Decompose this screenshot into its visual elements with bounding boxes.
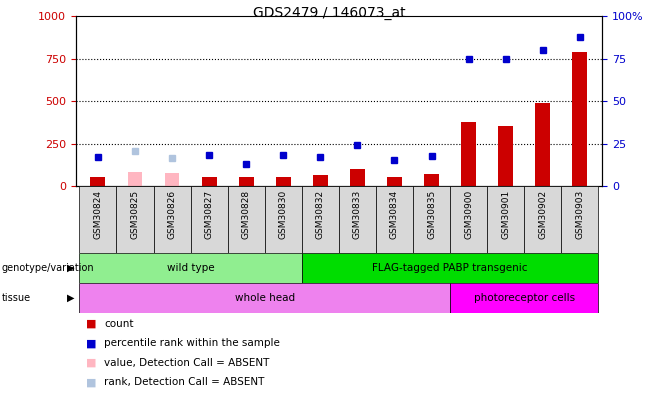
Text: GSM30832: GSM30832 (316, 190, 325, 239)
Bar (536, 103, 550, 186)
Bar (265, 186, 302, 253)
Bar (561, 186, 598, 253)
Bar (239, 177, 253, 186)
Text: GSM30826: GSM30826 (168, 190, 176, 239)
Bar (524, 186, 561, 253)
Bar (572, 52, 587, 186)
Text: GSM30901: GSM30901 (501, 190, 510, 239)
Bar (450, 186, 487, 253)
Bar (424, 173, 439, 186)
Text: whole head: whole head (235, 293, 295, 303)
Bar (313, 175, 328, 186)
Text: wild type: wild type (166, 263, 215, 273)
Text: GSM30828: GSM30828 (241, 190, 251, 239)
Bar (339, 186, 376, 253)
Text: ■: ■ (86, 358, 96, 368)
Text: ■: ■ (86, 339, 96, 348)
Bar (191, 186, 228, 253)
Bar (128, 172, 142, 186)
Text: GSM30833: GSM30833 (353, 190, 362, 239)
Text: GSM30827: GSM30827 (205, 190, 214, 239)
Bar (116, 186, 153, 253)
Text: count: count (104, 319, 134, 329)
Text: FLAG-tagged PABP transgenic: FLAG-tagged PABP transgenic (372, 263, 528, 273)
Bar (91, 177, 105, 186)
Bar (228, 186, 265, 253)
Text: percentile rank within the sample: percentile rank within the sample (104, 339, 280, 348)
Text: GSM30824: GSM30824 (93, 190, 103, 239)
Text: GSM30902: GSM30902 (538, 190, 547, 239)
Text: rank, Detection Call = ABSENT: rank, Detection Call = ABSENT (104, 377, 265, 387)
Bar (450, 283, 598, 313)
Text: genotype/variation: genotype/variation (1, 263, 94, 273)
Bar (80, 283, 450, 313)
Bar (80, 253, 302, 283)
Text: ■: ■ (86, 377, 96, 387)
Text: GSM30900: GSM30900 (464, 190, 473, 239)
Bar (387, 177, 402, 186)
Bar (487, 186, 524, 253)
Text: ▶: ▶ (67, 263, 75, 273)
Text: photoreceptor cells: photoreceptor cells (474, 293, 575, 303)
Bar (350, 169, 365, 186)
Bar (461, 122, 476, 186)
Text: GSM30903: GSM30903 (575, 190, 584, 239)
Bar (80, 186, 116, 253)
Bar (413, 186, 450, 253)
Bar (302, 186, 339, 253)
Bar (153, 186, 191, 253)
Bar (164, 173, 180, 186)
Bar (202, 177, 216, 186)
Bar (276, 177, 291, 186)
Text: GSM30835: GSM30835 (427, 190, 436, 239)
Text: GSM30834: GSM30834 (390, 190, 399, 239)
Bar (376, 186, 413, 253)
Text: ■: ■ (86, 319, 96, 329)
Text: GSM30830: GSM30830 (279, 190, 288, 239)
Text: GDS2479 / 146073_at: GDS2479 / 146073_at (253, 6, 405, 20)
Text: value, Detection Call = ABSENT: value, Detection Call = ABSENT (104, 358, 269, 368)
Text: GSM30825: GSM30825 (130, 190, 139, 239)
Text: tissue: tissue (1, 293, 30, 303)
Text: ▶: ▶ (67, 293, 75, 303)
Bar (498, 126, 513, 186)
Bar (302, 253, 598, 283)
